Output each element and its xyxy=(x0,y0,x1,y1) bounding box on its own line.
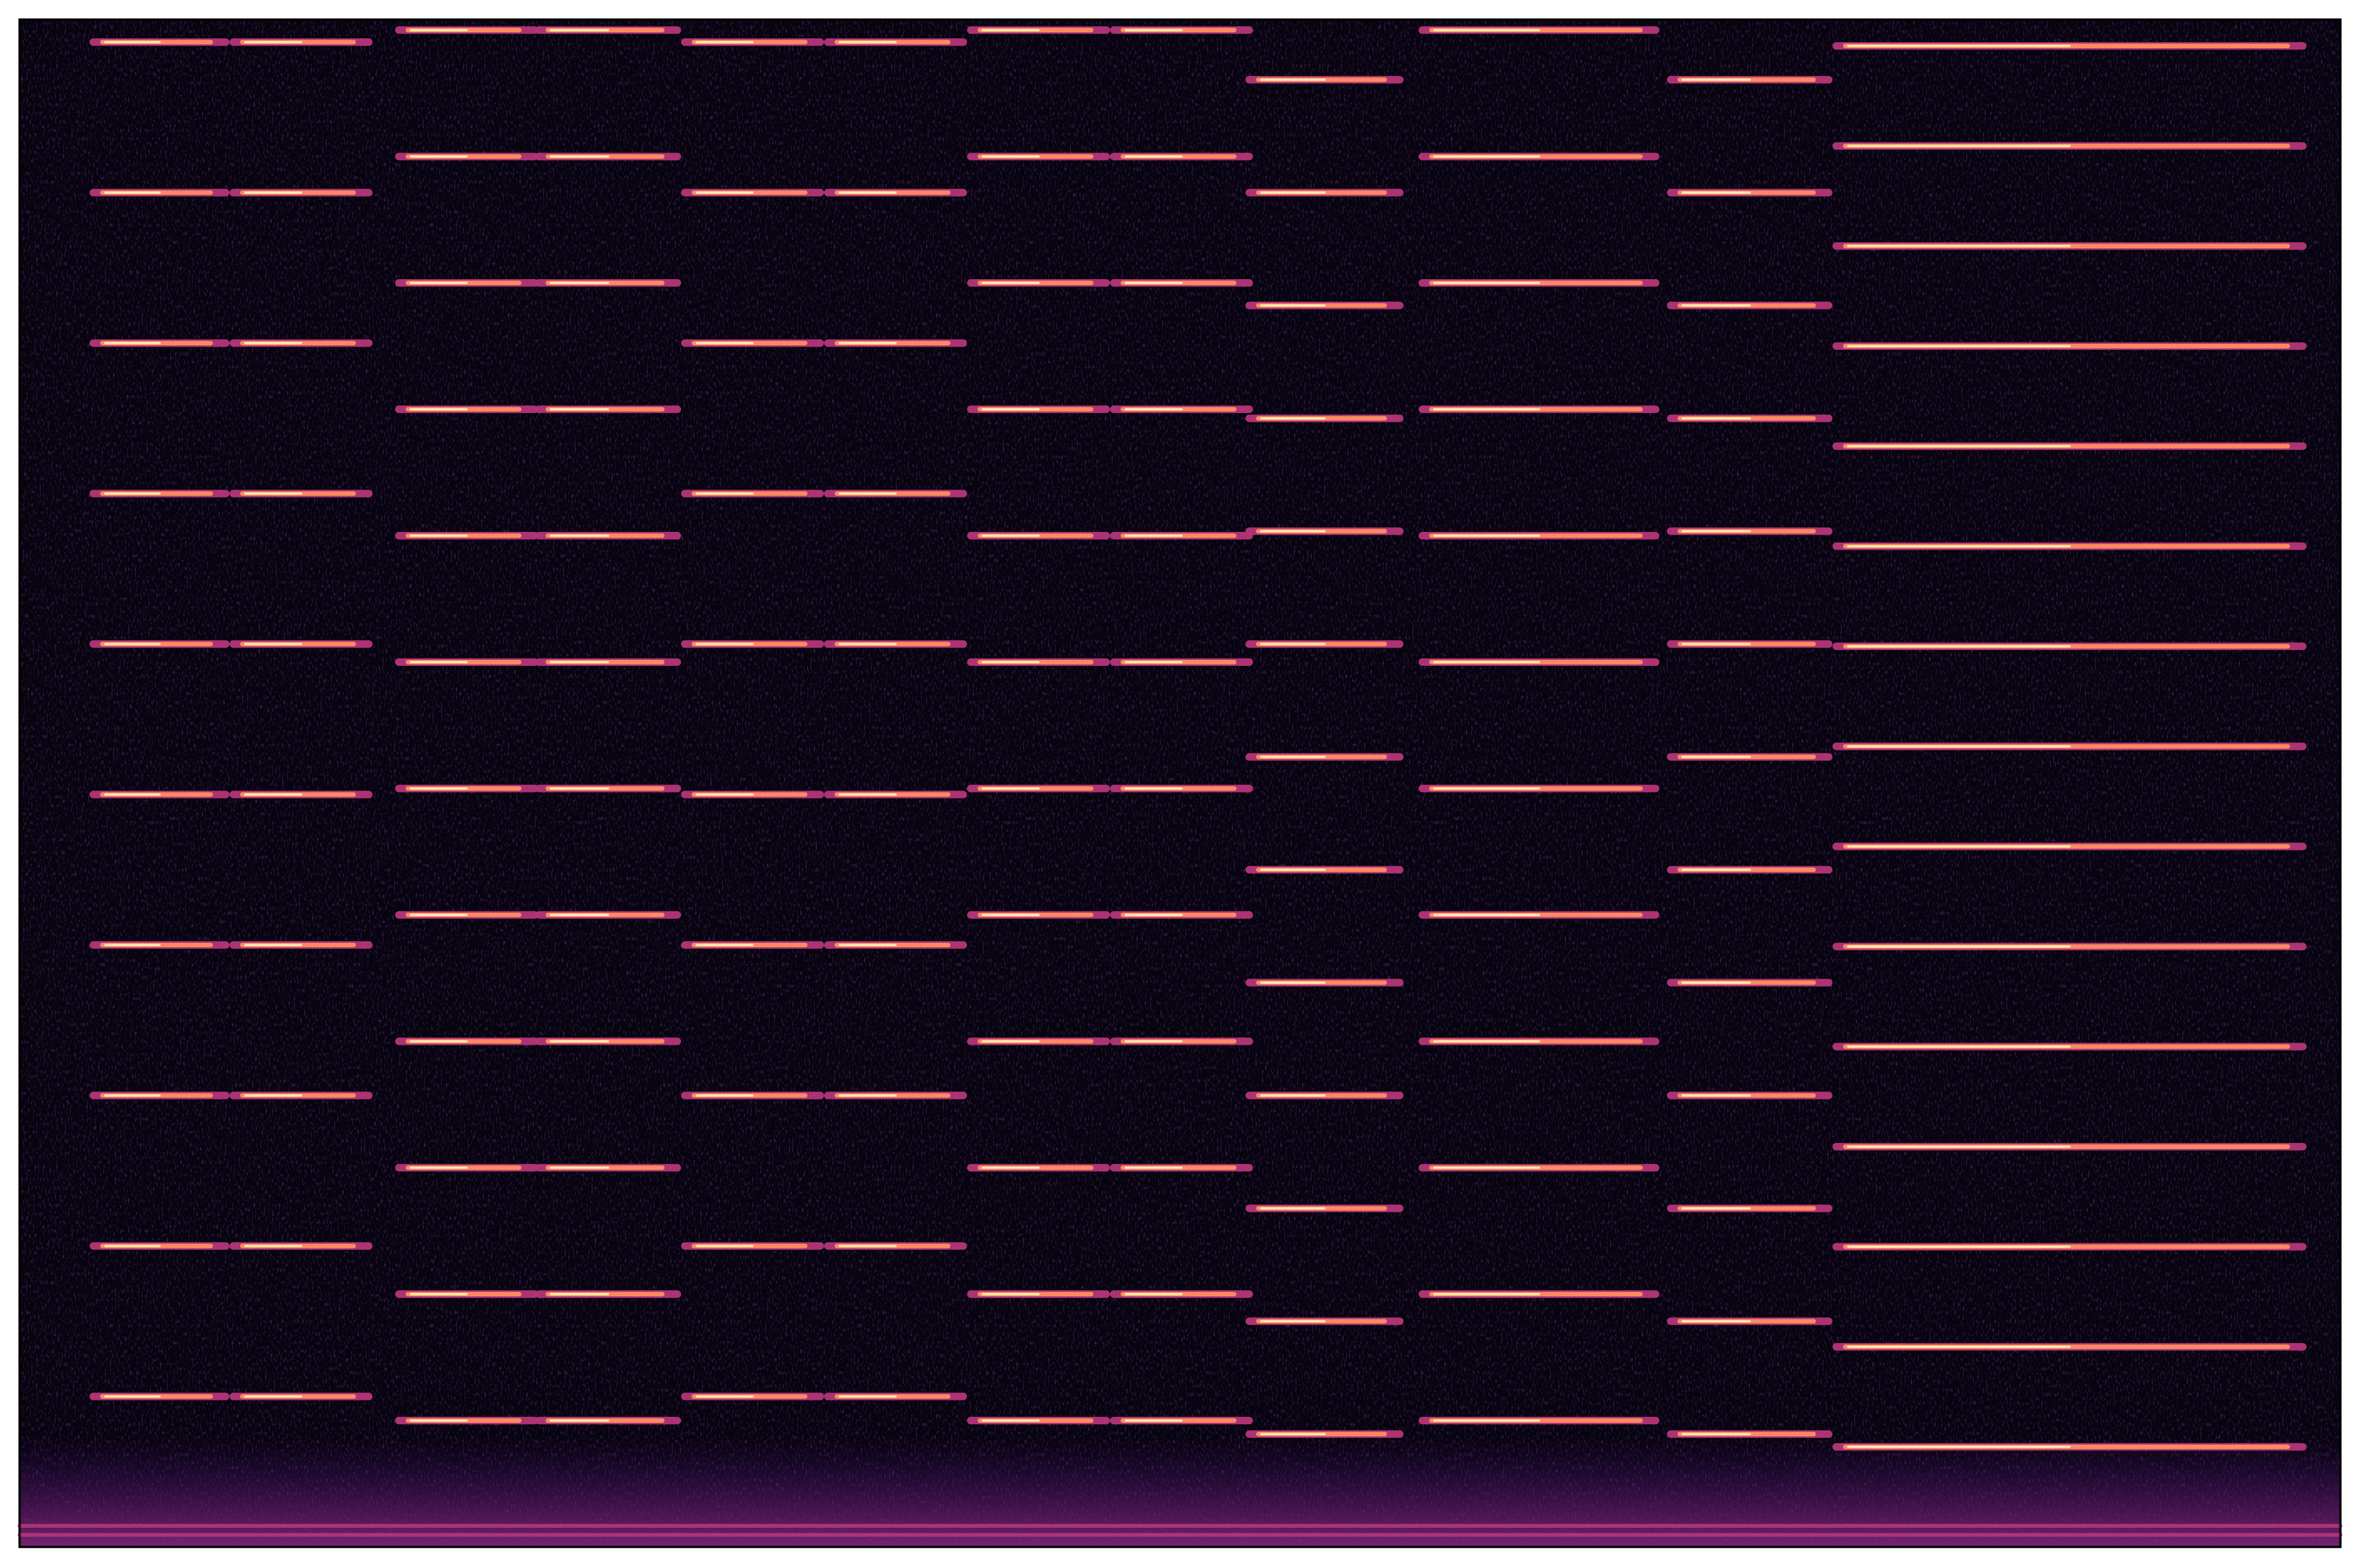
plot-frame xyxy=(18,18,2342,1548)
harmonics-layer xyxy=(17,20,2343,1537)
